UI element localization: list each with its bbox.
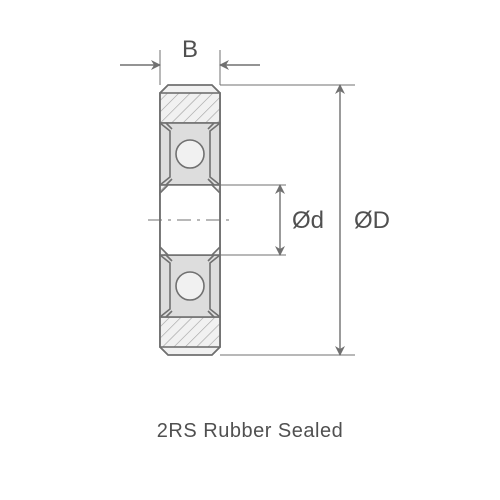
- caption-text: 2RS Rubber Sealed: [0, 420, 500, 443]
- svg-text:ØD: ØD: [354, 207, 390, 234]
- svg-text:Ød: Ød: [292, 207, 324, 234]
- svg-text:B: B: [182, 36, 198, 63]
- diagram-stage: B Ød ØD 2RS Rubber Sealed: [0, 0, 500, 500]
